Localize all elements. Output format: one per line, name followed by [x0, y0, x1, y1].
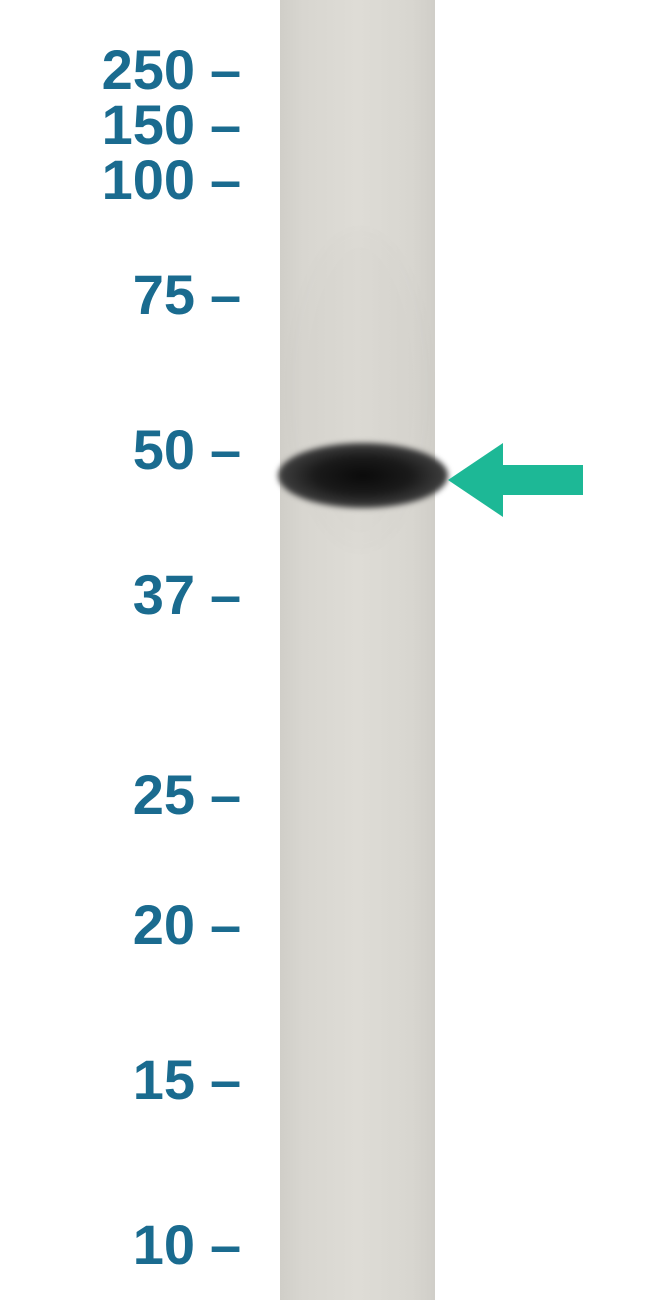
ladder-label-37: 37 [133, 562, 195, 627]
ladder-marker-15: – [210, 1047, 241, 1112]
western-blot-container: 250–150–100–75–50–37–25–20–15–10– [0, 0, 650, 1300]
ladder-label-50: 50 [133, 417, 195, 482]
ladder-label-10: 10 [133, 1212, 195, 1277]
ladder-marker-100: – [210, 147, 241, 212]
ladder-marker-37: – [210, 562, 241, 627]
arrow-head-icon [448, 443, 503, 517]
protein-band [278, 443, 448, 508]
ladder-marker-10: – [210, 1212, 241, 1277]
arrow-shaft [503, 465, 583, 495]
band-indicator-arrow [448, 443, 583, 518]
ladder-marker-20: – [210, 892, 241, 957]
ladder-label-15: 15 [133, 1047, 195, 1112]
ladder-marker-25: – [210, 762, 241, 827]
ladder-marker-75: – [210, 262, 241, 327]
ladder-label-100: 100 [102, 147, 195, 212]
ladder-marker-50: – [210, 417, 241, 482]
ladder-label-25: 25 [133, 762, 195, 827]
blot-lane [280, 0, 435, 1300]
ladder-label-20: 20 [133, 892, 195, 957]
ladder-label-75: 75 [133, 262, 195, 327]
